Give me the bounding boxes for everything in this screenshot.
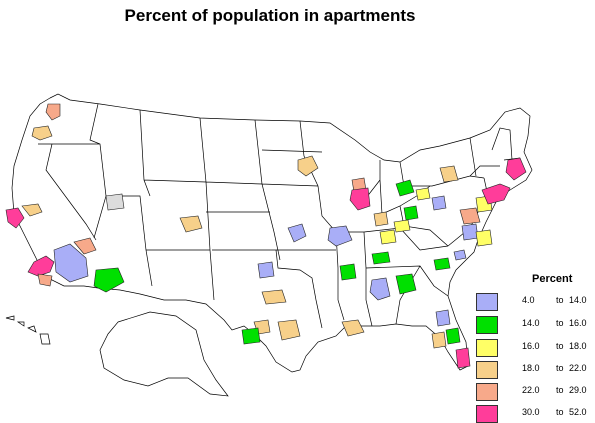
metro-philadelphia xyxy=(459,207,481,225)
state-outlines xyxy=(5,93,533,397)
legend-swatch xyxy=(476,316,498,334)
metro-areas xyxy=(5,103,527,369)
metro-louisville xyxy=(379,229,397,245)
metro-las-vegas-area xyxy=(53,243,89,283)
metro-san-francisco xyxy=(5,207,25,229)
metro-phoenix xyxy=(93,267,125,293)
legend-min: 18.0 xyxy=(522,363,540,373)
legend-max: 14.0 xyxy=(569,295,587,305)
legend-row: 30.0 to 52.0 xyxy=(476,405,595,423)
metro-houston xyxy=(277,319,301,341)
metro-kansas-city xyxy=(287,223,307,243)
metro-orlando xyxy=(445,327,461,345)
legend-row: 16.0 to 18.0 xyxy=(476,339,595,357)
metro-new-york xyxy=(481,183,511,205)
legend-swatch xyxy=(476,361,498,379)
metro-cincinnati xyxy=(393,219,411,233)
metro-denver xyxy=(179,215,203,233)
legend-row: 14.0 to 16.0 xyxy=(476,316,595,334)
metro-birmingham xyxy=(369,277,391,301)
metro-miami xyxy=(455,347,471,369)
legend-swatch xyxy=(476,293,498,311)
metro-memphis xyxy=(339,263,357,281)
metro-minneapolis xyxy=(297,155,319,177)
metro-charlotte xyxy=(433,257,451,271)
legend-min: 22.0 xyxy=(522,385,540,395)
legend-min: 16.0 xyxy=(522,341,540,351)
metro-dallas xyxy=(261,289,287,305)
metro-tampa xyxy=(431,331,447,349)
legend-min: 30.0 xyxy=(522,407,540,417)
metro-cleveland xyxy=(415,187,431,201)
metro-detroit xyxy=(395,179,415,197)
metro-san-antonio xyxy=(241,327,261,345)
metro-portland xyxy=(31,125,53,141)
legend-max: 16.0 xyxy=(569,318,587,328)
legend-title: Percent xyxy=(532,273,573,285)
legend-swatch xyxy=(476,383,498,401)
legend-min: 14.0 xyxy=(522,318,540,328)
metro-salt-lake-city xyxy=(105,193,125,211)
legend-to: to xyxy=(556,407,564,417)
metro-richmond xyxy=(461,223,479,241)
legend-to: to xyxy=(556,363,564,373)
legend-row: 22.0 to 29.0 xyxy=(476,383,595,401)
metro-columbus xyxy=(403,205,419,221)
alaska-outline xyxy=(99,311,229,397)
metro-boston xyxy=(505,157,527,181)
metro-buffalo xyxy=(439,165,459,183)
legend-max: 18.0 xyxy=(569,341,587,351)
metro-norfolk xyxy=(475,229,493,247)
legend-min: 4.0 xyxy=(522,295,535,305)
metro-nashville xyxy=(371,251,391,265)
metro-las-vegas xyxy=(73,237,97,255)
metro-indianapolis xyxy=(373,211,389,227)
legend-swatch xyxy=(476,405,498,423)
legend-max: 52.0 xyxy=(569,407,587,417)
legend-row: 18.0 to 22.0 xyxy=(476,361,595,379)
legend-row: 4.0 to 14.0 xyxy=(476,293,595,311)
legend-max: 22.0 xyxy=(569,363,587,373)
metro-chicago xyxy=(349,187,371,211)
legend-to: to xyxy=(556,318,564,328)
metro-atlanta xyxy=(395,273,417,295)
metro-greensboro xyxy=(453,249,467,261)
map-title: Percent of population in apartments xyxy=(124,6,416,25)
metro-oklahoma-city xyxy=(257,261,275,279)
metro-los-angeles xyxy=(27,255,55,277)
legend-swatch xyxy=(476,339,498,357)
legend-to: to xyxy=(556,385,564,395)
legend-to: to xyxy=(556,341,564,351)
metro-san-diego xyxy=(37,273,53,287)
legend-max: 29.0 xyxy=(569,385,587,395)
metro-seattle xyxy=(45,103,61,121)
metro-sacramento xyxy=(21,203,43,217)
metro-st-louis xyxy=(327,225,353,247)
metro-new-orleans xyxy=(341,319,365,337)
hawaii-islands xyxy=(5,315,51,345)
metro-pittsburgh xyxy=(431,195,447,211)
metro-jacksonville xyxy=(435,309,451,327)
legend-to: to xyxy=(556,295,564,305)
